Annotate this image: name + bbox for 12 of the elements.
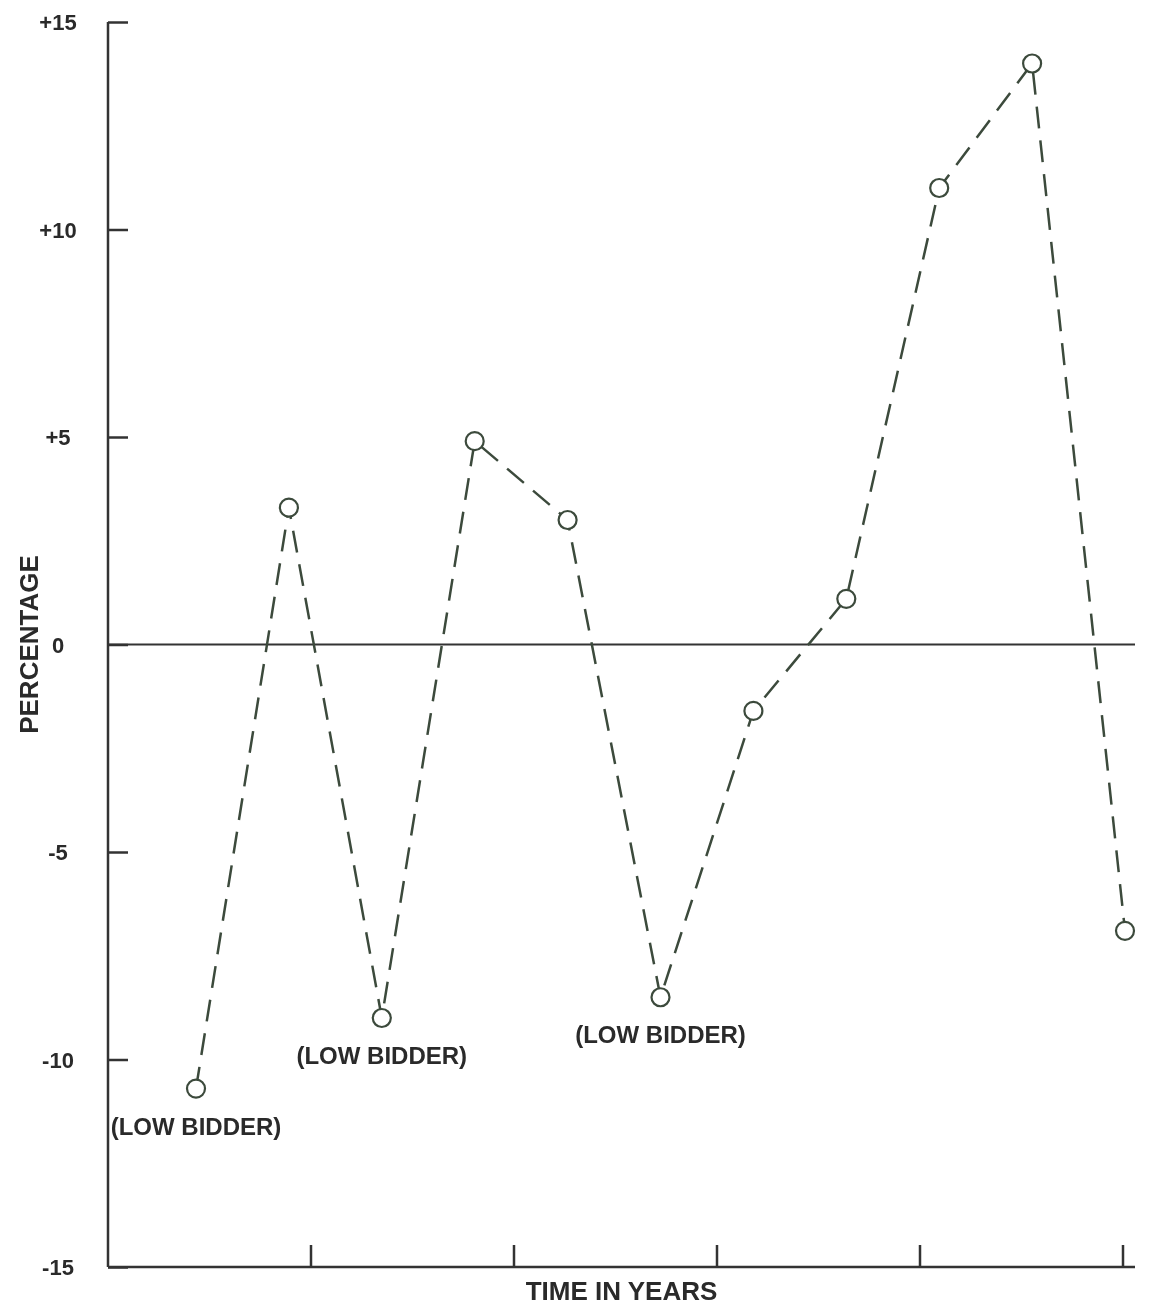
y-tick-label: 0 <box>51 632 65 658</box>
annotation: (LOW BIDDER) <box>110 1112 282 1140</box>
y-tick-label: +15 <box>39 10 77 36</box>
x-axis-title: TIME IN YEARS <box>525 1276 718 1306</box>
y-tick-label: +5 <box>45 425 71 451</box>
y-tick-label: -10 <box>42 1047 74 1073</box>
y-tick-label: +10 <box>39 217 77 243</box>
annotation: (LOW BIDDER) <box>296 1042 468 1069</box>
y-axis-title: PERCENTAGE <box>14 555 44 734</box>
annotation: (LOW BIDDER) <box>575 1021 746 1049</box>
y-tick-label: -15 <box>42 1255 74 1281</box>
y-tick-label: -5 <box>48 840 68 866</box>
